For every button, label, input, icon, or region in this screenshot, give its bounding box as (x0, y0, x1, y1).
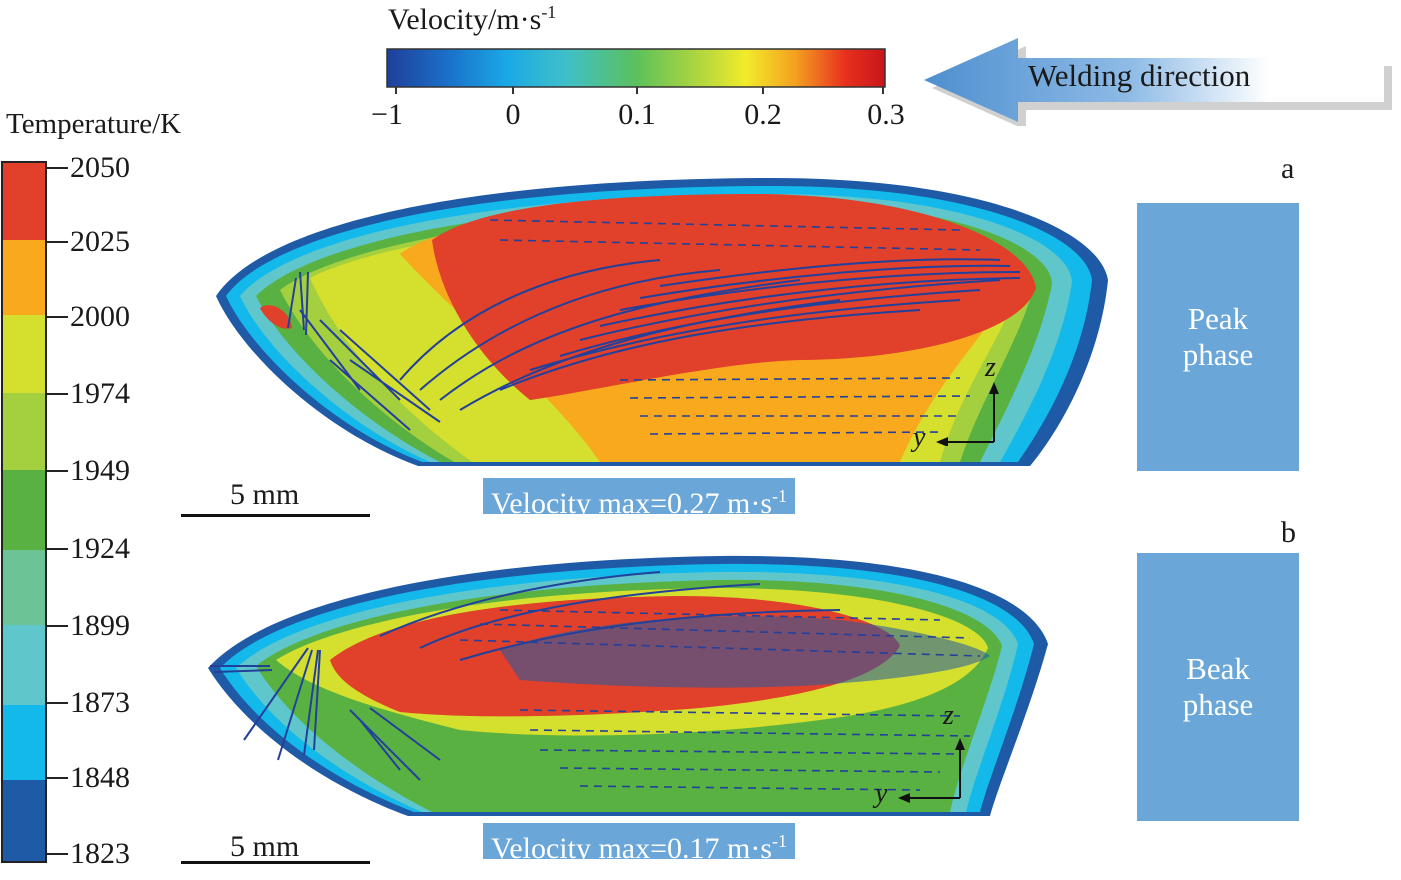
temp-tick-line (46, 393, 68, 395)
temp-tick-line (46, 853, 68, 855)
temp-tick-label: 2025 (70, 225, 130, 258)
velocity-colorbar (386, 48, 886, 94)
scale-bar-label-b: 5 mm (230, 830, 300, 863)
temperature-colorbar (1, 161, 47, 863)
temp-tick-line (46, 702, 68, 704)
temp-tick-line (46, 167, 68, 169)
velocity-arrows-b (210, 571, 841, 781)
melt-pool-panel-b (208, 555, 1048, 816)
temp-tick-label: 1848 (70, 761, 130, 794)
scale-bar-b (181, 861, 370, 864)
velocity-tick-3: 0.2 (744, 98, 782, 131)
phase-label-line2: phase (1182, 687, 1254, 722)
temp-tick-line (46, 470, 68, 472)
scale-bar-a (181, 514, 370, 517)
temp-tick-label: 1899 (70, 609, 130, 642)
temp-tick-line (46, 316, 68, 318)
velocity-arrows-a-rows (489, 219, 981, 435)
panel-letter-a: a (1281, 152, 1295, 185)
velocity-tick-4: 0.3 (867, 98, 905, 131)
velocity-tick-1: 0 (505, 98, 521, 131)
temp-tick-label: 1974 (70, 377, 130, 410)
temperature-legend-title: Temperature/K (6, 108, 182, 140)
temp-tick-line (46, 777, 68, 779)
temp-tick-line (46, 625, 68, 627)
phase-label-line1: Beak (1186, 651, 1250, 686)
axis-triad-a (936, 382, 999, 446)
axis-z-label-a: z (985, 352, 996, 383)
velocity-max-b: Velocity max=0.17 m·s-1 (483, 823, 796, 865)
temp-tick-line (46, 548, 68, 550)
phase-box-b: Beak phase (1137, 553, 1299, 821)
velocity-tick-2: 0.1 (618, 98, 656, 131)
temperature-contours-a (216, 177, 1108, 466)
temp-tick-label: 1823 (70, 837, 130, 870)
temp-tick-label: 1873 (70, 686, 130, 719)
velocity-max-a: Velocity max=0.27 m·s-1 (483, 478, 796, 520)
axis-y-label-b: y (875, 778, 888, 809)
temp-tick-label: 1924 (70, 532, 130, 565)
phase-label-line2: phase (1182, 337, 1254, 372)
temp-tick-label: 2050 (70, 151, 130, 184)
axis-y-label-a: y (913, 422, 926, 453)
velocity-arrows-b-rows (459, 609, 981, 791)
scale-bar-label-a: 5 mm (230, 478, 300, 511)
temperature-contours-b (208, 555, 1048, 816)
axis-z-label-b: z (943, 700, 954, 731)
temp-tick-line (46, 241, 68, 243)
velocity-tick-0: −1 (371, 98, 403, 131)
melt-pool-panel-a (216, 177, 1108, 466)
axis-triad-b (898, 738, 965, 803)
welding-direction-label: Welding direction (1028, 58, 1251, 93)
temp-tick-label: 2000 (70, 300, 130, 333)
phase-box-a: Peak phase (1137, 203, 1299, 471)
velocity-legend-title: Velocity/m·s-1 (388, 2, 557, 36)
temp-tick-label: 1949 (70, 454, 130, 487)
phase-label-line1: Peak (1187, 301, 1249, 336)
panel-letter-b: b (1281, 516, 1296, 549)
welding-direction-arrow (924, 38, 1392, 126)
velocity-arrows-a (287, 258, 1021, 431)
